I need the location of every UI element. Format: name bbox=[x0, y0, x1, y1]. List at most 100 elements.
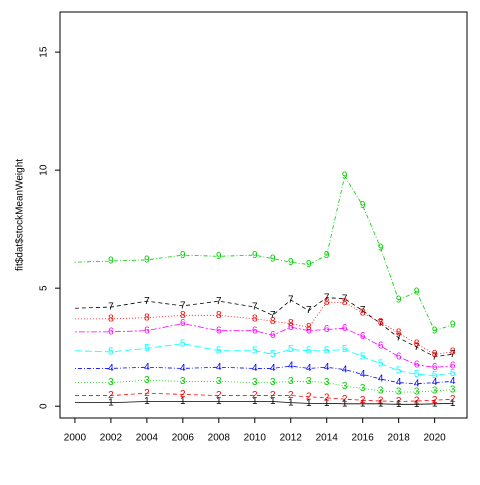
x-tick-label: 2010 bbox=[244, 433, 267, 444]
point-marker: 1 bbox=[144, 396, 150, 407]
point-marker: 1 bbox=[270, 396, 276, 407]
point-marker: 6 bbox=[144, 325, 150, 336]
series-line bbox=[74, 343, 453, 376]
x-tick-label: 2008 bbox=[208, 433, 231, 444]
x-tick-label: 2016 bbox=[352, 433, 375, 444]
point-marker: 9 bbox=[306, 259, 312, 270]
point-marker: 4 bbox=[378, 374, 384, 385]
point-marker: 7 bbox=[108, 302, 114, 313]
point-marker: 7 bbox=[450, 349, 456, 360]
point-marker: 7 bbox=[378, 318, 384, 329]
point-marker: 5 bbox=[288, 344, 294, 355]
point-marker: 1 bbox=[252, 396, 258, 407]
point-marker: 9 bbox=[108, 256, 114, 267]
point-marker: 5 bbox=[414, 369, 420, 380]
point-marker: 3 bbox=[342, 381, 348, 392]
point-marker: 2 bbox=[144, 388, 150, 399]
y-tick-label: 0 bbox=[39, 403, 50, 409]
point-marker: 4 bbox=[216, 362, 222, 373]
point-marker: 4 bbox=[342, 364, 348, 375]
point-marker: 5 bbox=[450, 368, 456, 379]
point-marker: 5 bbox=[360, 351, 366, 362]
series-line bbox=[74, 323, 453, 368]
series-line bbox=[74, 365, 453, 385]
point-marker: 1 bbox=[324, 398, 330, 409]
point-marker: 3 bbox=[450, 384, 456, 395]
point-marker: 8 bbox=[360, 308, 366, 319]
point-marker: 8 bbox=[180, 310, 186, 321]
y-tick-label: 15 bbox=[39, 46, 50, 58]
point-marker: 4 bbox=[396, 377, 402, 388]
point-marker: 5 bbox=[324, 345, 330, 356]
point-marker: 2 bbox=[252, 390, 258, 401]
point-marker: 8 bbox=[108, 314, 114, 325]
point-marker: 2 bbox=[288, 390, 294, 401]
point-marker: 4 bbox=[252, 363, 258, 374]
point-marker: 8 bbox=[342, 297, 348, 308]
point-marker: 6 bbox=[252, 325, 258, 336]
point-marker: 7 bbox=[306, 305, 312, 316]
point-marker: 8 bbox=[324, 297, 330, 308]
point-marker: 1 bbox=[216, 396, 222, 407]
point-marker: 2 bbox=[414, 396, 420, 407]
point-marker: 5 bbox=[306, 345, 312, 356]
series-line bbox=[74, 297, 453, 358]
point-marker: 5 bbox=[432, 370, 438, 381]
series-line bbox=[74, 392, 453, 402]
point-marker: 9 bbox=[432, 325, 438, 336]
point-marker: 2 bbox=[108, 390, 114, 401]
point-marker: 6 bbox=[378, 341, 384, 352]
point-marker: 5 bbox=[252, 345, 258, 356]
point-marker: 9 bbox=[342, 171, 348, 182]
point-marker: 1 bbox=[360, 398, 366, 409]
series-line bbox=[74, 401, 453, 405]
point-marker: 3 bbox=[360, 383, 366, 394]
point-marker: 3 bbox=[288, 376, 294, 387]
point-marker: 4 bbox=[324, 362, 330, 373]
point-marker: 2 bbox=[216, 390, 222, 401]
point-marker: 4 bbox=[108, 363, 114, 374]
point-marker: 8 bbox=[414, 338, 420, 349]
point-marker: 5 bbox=[216, 345, 222, 356]
y-axis-label: fit$dat$stockMeanWeight bbox=[15, 159, 26, 271]
series-line bbox=[74, 301, 453, 355]
point-marker: 9 bbox=[414, 286, 420, 297]
point-marker: 9 bbox=[450, 319, 456, 330]
point-marker: 3 bbox=[432, 385, 438, 396]
point-marker: 9 bbox=[360, 200, 366, 211]
point-marker: 3 bbox=[414, 387, 420, 398]
point-marker: 9 bbox=[324, 250, 330, 261]
point-marker: 2 bbox=[306, 391, 312, 402]
point-marker: 8 bbox=[396, 328, 402, 339]
point-marker: 4 bbox=[414, 378, 420, 389]
point-marker: 7 bbox=[432, 351, 438, 362]
point-marker: 8 bbox=[450, 347, 456, 358]
point-marker: 2 bbox=[324, 393, 330, 404]
x-tick-label: 2018 bbox=[388, 433, 411, 444]
point-marker: 1 bbox=[342, 398, 348, 409]
x-tick-label: 2014 bbox=[316, 433, 339, 444]
series-line bbox=[74, 379, 453, 393]
point-marker: 7 bbox=[288, 295, 294, 306]
point-marker: 3 bbox=[270, 377, 276, 388]
point-marker: 5 bbox=[396, 365, 402, 376]
point-marker: 2 bbox=[378, 396, 384, 407]
point-marker: 3 bbox=[396, 387, 402, 398]
point-marker: 6 bbox=[324, 324, 330, 335]
plot-box bbox=[59, 11, 468, 419]
point-marker: 6 bbox=[306, 325, 312, 336]
point-marker: 2 bbox=[270, 390, 276, 401]
point-marker: 1 bbox=[306, 398, 312, 409]
point-marker: 5 bbox=[108, 347, 114, 358]
point-marker: 1 bbox=[288, 397, 294, 408]
point-marker: 3 bbox=[306, 376, 312, 387]
point-marker: 3 bbox=[252, 377, 258, 388]
point-marker: 1 bbox=[396, 399, 402, 410]
point-marker: 1 bbox=[108, 397, 114, 408]
x-tick-label: 2012 bbox=[280, 433, 303, 444]
point-marker: 6 bbox=[216, 325, 222, 336]
y-tick-label: 10 bbox=[39, 164, 50, 176]
point-marker: 4 bbox=[360, 369, 366, 380]
point-marker: 2 bbox=[432, 395, 438, 406]
